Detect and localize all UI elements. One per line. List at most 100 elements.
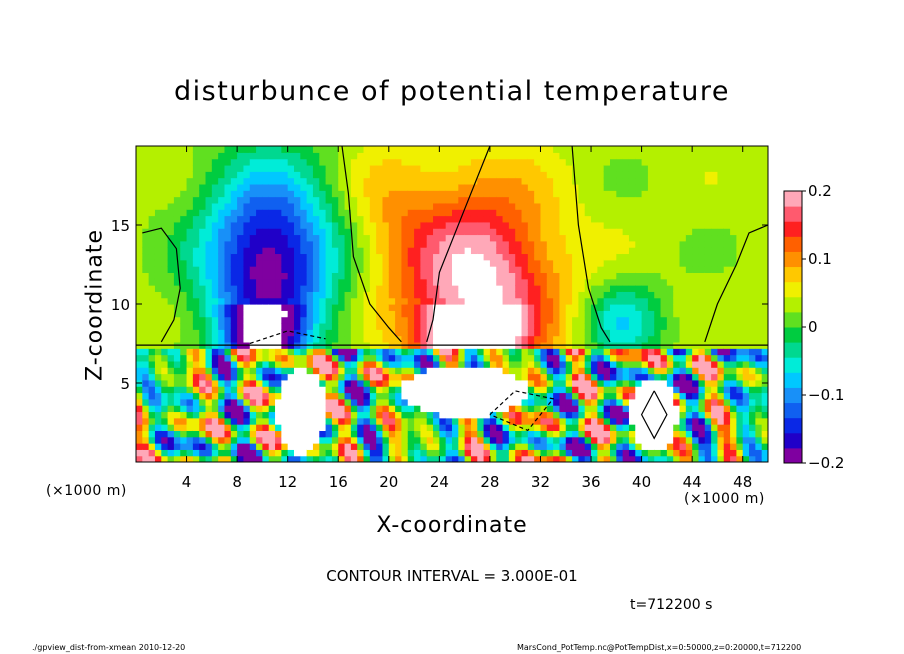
heatmap-cell (559, 221, 567, 229)
heatmap-cell (616, 322, 624, 330)
heatmap-cell (527, 215, 535, 223)
heatmap-cell (180, 335, 188, 343)
heatmap-cell (268, 285, 276, 292)
heatmap-cell (401, 424, 409, 431)
heatmap-cell (275, 209, 282, 217)
heatmap-cell (717, 367, 725, 375)
heatmap-cell (325, 146, 333, 153)
heatmap-cell (641, 190, 649, 198)
heatmap-cell (553, 278, 561, 286)
heatmap-cell (679, 259, 687, 267)
heatmap-cell (256, 348, 263, 356)
heatmap-cell (275, 417, 282, 425)
heatmap-cell (401, 291, 409, 299)
heatmap-cell (407, 449, 415, 457)
heatmap-cell (243, 152, 251, 160)
heatmap-cell (382, 202, 390, 210)
heatmap-cell (414, 285, 421, 292)
heatmap-cell (199, 209, 207, 217)
heatmap-cell (730, 278, 737, 286)
heatmap-cell (256, 430, 263, 438)
heatmap-cell (249, 424, 257, 431)
heatmap-cell (180, 272, 188, 280)
heatmap-cell (660, 335, 668, 343)
heatmap-cell (635, 247, 643, 255)
heatmap-cell (521, 259, 529, 267)
heatmap-cell (369, 297, 377, 305)
heatmap-cell (521, 373, 529, 381)
heatmap-cell (369, 272, 377, 280)
heatmap-cell (483, 259, 491, 267)
heatmap-cell (312, 373, 320, 381)
heatmap-cell (673, 209, 681, 217)
heatmap-cell (357, 354, 365, 362)
heatmap-cell (553, 164, 561, 172)
heatmap-cell (597, 354, 605, 362)
heatmap-cell (723, 253, 731, 261)
heatmap-cell (502, 379, 510, 387)
heatmap-cell (312, 164, 320, 172)
heatmap-cell (603, 398, 611, 406)
heatmap-cell (723, 310, 731, 318)
heatmap-cell (148, 285, 156, 292)
heatmap-cell (584, 316, 592, 324)
heatmap-cell (578, 196, 586, 204)
heatmap-cell (388, 367, 396, 375)
heatmap-cell (641, 291, 649, 299)
heatmap-cell (508, 316, 516, 324)
heatmap-cell (199, 367, 207, 375)
heatmap-cell (439, 316, 447, 324)
heatmap-cell (597, 253, 605, 261)
heatmap-cell (527, 373, 535, 381)
heatmap-cell (477, 158, 485, 166)
heatmap-cell (692, 146, 700, 153)
heatmap-cell (281, 398, 289, 406)
heatmap-cell (730, 291, 737, 299)
heatmap-cell (180, 221, 188, 229)
heatmap-cell (148, 278, 156, 286)
heatmap-cell (736, 209, 744, 217)
heatmap-cell (717, 196, 725, 204)
heatmap-cell (584, 304, 592, 311)
heatmap-cell (199, 285, 207, 292)
heatmap-cell (666, 430, 674, 438)
heatmap-cell (433, 209, 440, 217)
heatmap-cell (660, 158, 668, 166)
heatmap-cell (350, 449, 358, 457)
heatmap-cell (275, 266, 282, 273)
heatmap-cell (698, 436, 706, 444)
heatmap-cell (161, 373, 169, 381)
heatmap-cell (742, 297, 750, 305)
heatmap-cell (142, 335, 150, 343)
heatmap-cell (546, 329, 554, 337)
heatmap-cell (660, 215, 668, 223)
heatmap-cell (698, 373, 706, 381)
heatmap-cell (224, 354, 232, 362)
heatmap-cell (597, 221, 605, 229)
heatmap-cell (584, 266, 592, 273)
heatmap-cell (325, 259, 333, 267)
heatmap-cell (439, 196, 447, 204)
heatmap-cell (382, 449, 390, 457)
heatmap-cell (262, 247, 270, 255)
heatmap-cell (325, 443, 333, 450)
heatmap-cell (154, 398, 162, 406)
heatmap-cell (136, 455, 143, 462)
heatmap-cell (730, 202, 737, 210)
heatmap-cell (616, 398, 624, 406)
heatmap-cell (666, 297, 674, 305)
heatmap-cell (287, 272, 295, 280)
heatmap-cell (591, 146, 598, 153)
heatmap-cell (508, 291, 516, 299)
heatmap-cell (439, 322, 447, 330)
heatmap-cell (407, 424, 415, 431)
heatmap-cell (458, 247, 466, 255)
heatmap-cell (173, 398, 181, 406)
heatmap-cell (306, 291, 314, 299)
heatmap-cell (401, 310, 409, 318)
heatmap-cell (452, 259, 459, 267)
heatmap-cell (199, 171, 207, 179)
heatmap-cell (673, 215, 681, 223)
heatmap-cell (268, 373, 276, 381)
heatmap-cell (205, 398, 213, 406)
